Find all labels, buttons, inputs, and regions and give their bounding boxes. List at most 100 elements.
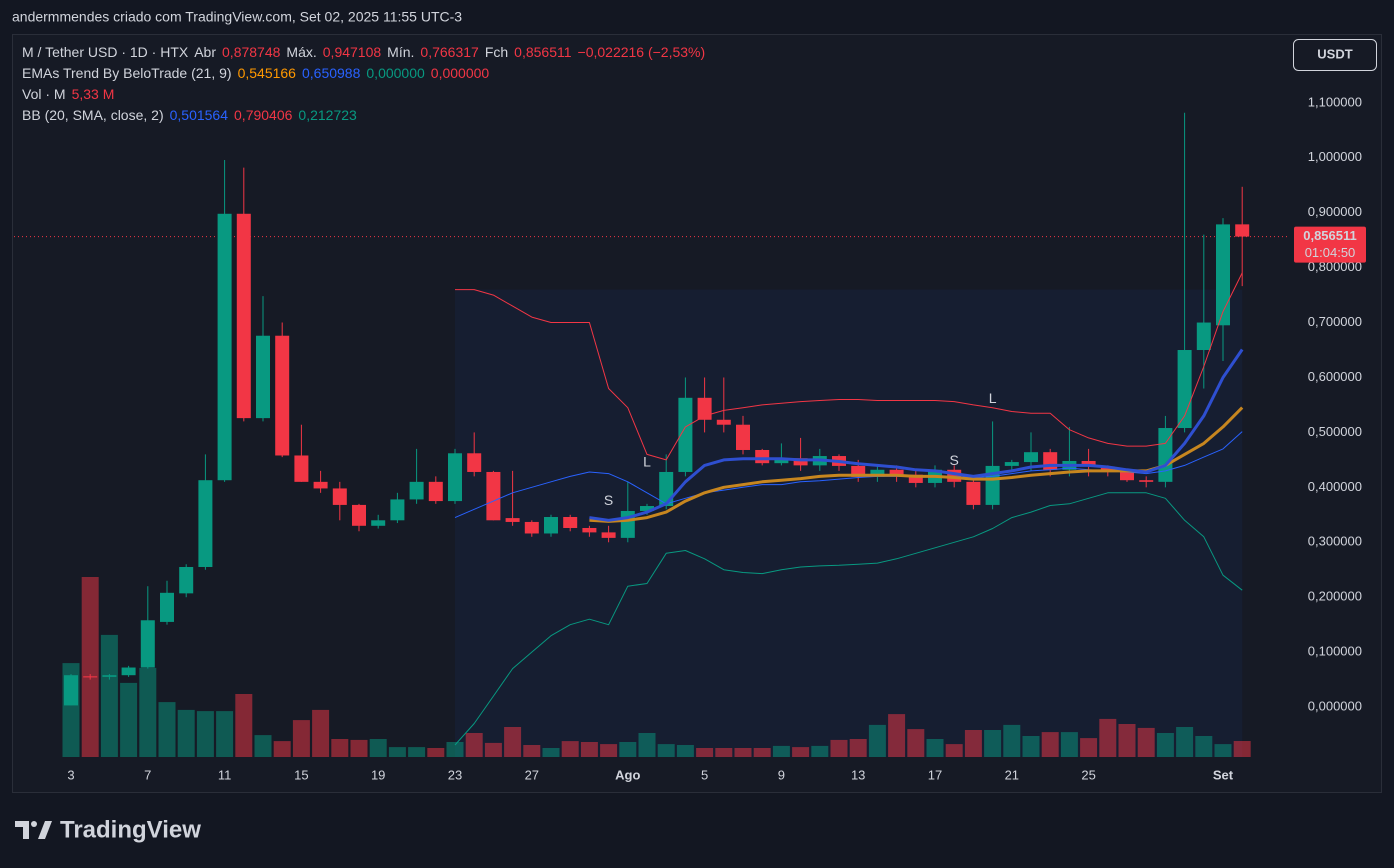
volume-bar xyxy=(1176,727,1194,757)
x-tick-label: 15 xyxy=(294,767,308,782)
volume-bar xyxy=(811,745,829,757)
candle-body xyxy=(179,566,194,594)
x-tick-label: 11 xyxy=(218,767,232,782)
volume-bar xyxy=(1137,727,1155,757)
candle-body xyxy=(1081,460,1096,467)
candle-body xyxy=(640,506,654,511)
y-tick-label: 1,100000 xyxy=(1308,94,1362,109)
volume-bar xyxy=(830,739,848,757)
candle-body xyxy=(352,504,366,526)
volume-bar xyxy=(254,735,272,757)
volume-bar xyxy=(1003,724,1021,757)
currency-label[interactable]: USDT xyxy=(1317,46,1352,61)
volume-bar xyxy=(312,709,330,757)
y-tick-label: 0,500000 xyxy=(1308,424,1362,439)
candle-body xyxy=(1024,452,1038,463)
legend-item: 0,650988 xyxy=(302,65,361,81)
candle-body xyxy=(1004,462,1019,466)
credit: andermmendes criado com TradingView.com,… xyxy=(12,9,462,25)
volume-bar xyxy=(1022,736,1040,757)
volume-bar xyxy=(926,739,944,757)
volume-bar xyxy=(523,745,541,757)
x-tick-label: 5 xyxy=(701,767,708,782)
candle-body xyxy=(236,213,251,419)
candle-body xyxy=(851,465,866,477)
legend-item: 5,33 M xyxy=(72,86,115,102)
candle-body xyxy=(1177,350,1192,429)
legend-row: BB (20, SMA, close, 2) 0,501564 0,790406 0,… xyxy=(22,107,357,123)
candle-body xyxy=(966,481,981,505)
legend-item: 0,545166 xyxy=(238,65,297,81)
legend-item: 0,000000 xyxy=(366,65,425,81)
volume-bar xyxy=(1233,741,1251,757)
legend-item: EMAs Trend By BeloTrade (21, 9) xyxy=(22,65,232,81)
candle-body xyxy=(524,521,539,534)
candle-body xyxy=(121,667,136,676)
candle-body xyxy=(678,397,693,472)
indicator-line xyxy=(455,272,1243,461)
currency-button[interactable] xyxy=(1293,39,1377,71)
volume-bar xyxy=(868,724,886,757)
x-tick-label: 7 xyxy=(144,767,151,782)
bb-zone xyxy=(455,289,1243,757)
candle-body xyxy=(582,527,597,533)
legend-row: Vol · M 5,33 M xyxy=(22,86,114,102)
volume-bar xyxy=(504,727,522,757)
legend-item: BB (20, SMA, close, 2) xyxy=(22,107,164,123)
volume-bar xyxy=(792,747,810,757)
volume-bar xyxy=(1195,736,1213,757)
candle-body xyxy=(544,517,558,534)
volume-bar xyxy=(734,748,752,757)
legend-item: Máx. xyxy=(286,44,316,60)
volume-bar xyxy=(964,730,982,757)
volume-bar xyxy=(1099,718,1117,757)
volume-bar xyxy=(292,720,310,757)
indicator-line xyxy=(589,348,1244,522)
candle-body xyxy=(486,471,501,521)
x-tick-label: 21 xyxy=(1005,767,1019,782)
candle-body xyxy=(601,532,616,538)
y-tick-label: 0,900000 xyxy=(1308,204,1362,219)
legend-item: 0,766317 xyxy=(420,44,479,60)
price-label: 0,856511 xyxy=(1303,228,1357,243)
x-tick-label: 19 xyxy=(371,767,385,782)
signal-label: L xyxy=(989,390,997,406)
volume-bar xyxy=(196,711,214,757)
candle-body xyxy=(428,481,443,502)
volume-bar xyxy=(139,667,157,757)
candle-body xyxy=(467,453,482,472)
candle-body xyxy=(870,469,885,477)
volume-bar xyxy=(1060,732,1078,757)
legend-item: Fch xyxy=(485,44,508,60)
signal-label: S xyxy=(604,492,613,508)
countdown-label: 01:04:50 xyxy=(1305,245,1356,260)
candle-body xyxy=(563,517,578,528)
legend-item: Abr xyxy=(194,44,216,60)
volume-bar xyxy=(600,744,618,757)
signal-label: L xyxy=(643,453,651,469)
volume-bar xyxy=(446,742,464,757)
candle-body xyxy=(1216,224,1230,326)
volume-bar xyxy=(158,702,176,757)
volume-bar xyxy=(100,634,118,757)
candle-body xyxy=(1120,471,1134,481)
volume-bar xyxy=(81,577,99,757)
candle-body xyxy=(217,213,232,481)
y-tick-label: 0,100000 xyxy=(1308,644,1362,659)
x-tick-label: Ago xyxy=(615,767,640,782)
candle-body xyxy=(889,469,904,475)
y-tick-label: 0,800000 xyxy=(1308,259,1362,274)
candle-body xyxy=(140,620,155,668)
volume-bar xyxy=(1156,733,1174,757)
candle-body xyxy=(755,449,770,464)
candle-body xyxy=(774,458,789,464)
volume-bar xyxy=(484,742,502,757)
volume-bar xyxy=(331,739,349,757)
volume-bar xyxy=(676,745,694,757)
candle-body xyxy=(256,335,270,419)
volume-bar xyxy=(369,739,387,757)
volume-bar xyxy=(1118,724,1136,757)
legend-item: 0,790406 xyxy=(234,107,293,123)
